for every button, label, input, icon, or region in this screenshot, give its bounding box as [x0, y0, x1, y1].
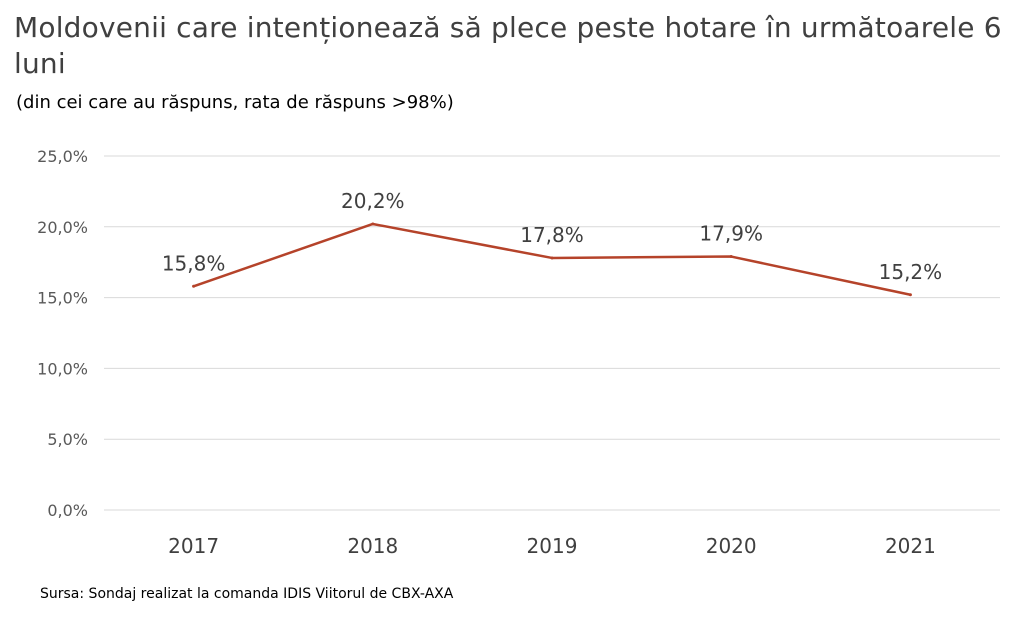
x-category-label: 2017 [168, 534, 219, 558]
data-point [729, 255, 733, 259]
data-point [908, 293, 912, 297]
y-tick-label: 0,0% [47, 501, 88, 520]
data-point [192, 284, 196, 288]
y-tick-label: 20,0% [37, 218, 88, 237]
chart-title: Moldovenii care intenționează să plece p… [14, 11, 1002, 80]
data-label: 20,2% [341, 189, 405, 213]
y-tick-label: 25,0% [37, 147, 88, 166]
data-label: 15,2% [879, 260, 943, 284]
data-point [550, 256, 554, 260]
data-label: 17,9% [699, 222, 763, 246]
x-category-label: 2019 [527, 534, 578, 558]
x-axis-category-labels: 2017 2018 2019 2020 2021 [168, 534, 936, 558]
y-tick-label: 5,0% [47, 430, 88, 449]
source-note: Sursa: Sondaj realizat la comanda IDIS V… [40, 586, 454, 602]
y-tick-label: 10,0% [37, 359, 88, 378]
x-category-label: 2020 [706, 534, 757, 558]
data-label: 17,8% [520, 223, 584, 247]
y-axis-tick-labels: 0,0% 5,0% 10,0% 15,0% 20,0% 25,0% [37, 147, 88, 520]
data-label: 15,8% [162, 251, 226, 275]
x-category-label: 2021 [885, 534, 936, 558]
data-point [371, 222, 375, 226]
chart-subtitle: (din cei care au răspuns, rata de răspun… [16, 92, 454, 113]
gridlines [104, 155, 1000, 511]
series-line-layer [192, 222, 912, 297]
x-category-label: 2018 [347, 534, 398, 558]
data-labels: 15,8% 20,2% 17,8% 17,9% 15,2% [162, 189, 942, 284]
y-tick-label: 15,0% [37, 289, 88, 308]
